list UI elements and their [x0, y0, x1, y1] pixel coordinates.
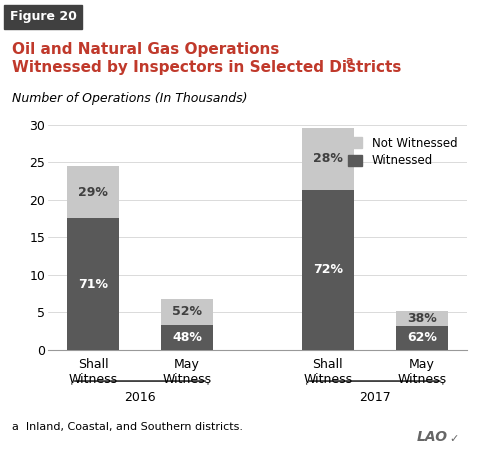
Text: Number of Operations (In Thousands): Number of Operations (In Thousands) — [12, 92, 247, 105]
Text: 72%: 72% — [312, 263, 342, 276]
Text: 62%: 62% — [406, 331, 436, 344]
Text: a  Inland, Coastal, and Southern districts.: a Inland, Coastal, and Southern district… — [12, 422, 242, 432]
Text: 28%: 28% — [312, 153, 342, 165]
Text: ✓: ✓ — [449, 434, 458, 444]
Text: LAO: LAO — [416, 430, 446, 444]
Text: 52%: 52% — [171, 305, 202, 318]
Text: Oil and Natural Gas Operations
Witnessed by Inspectors in Selected Districts: Oil and Natural Gas Operations Witnessed… — [12, 42, 401, 75]
Text: 48%: 48% — [171, 331, 202, 344]
Bar — [67, 218, 119, 350]
Bar — [161, 325, 212, 350]
Text: 38%: 38% — [406, 311, 436, 325]
Bar — [161, 299, 212, 325]
Text: 71%: 71% — [78, 277, 108, 291]
Text: a: a — [345, 56, 352, 66]
Bar — [301, 190, 353, 350]
Bar — [67, 166, 119, 218]
Text: 2016: 2016 — [124, 391, 156, 404]
Bar — [301, 128, 353, 190]
Text: Figure 20: Figure 20 — [10, 10, 76, 24]
Bar — [395, 311, 446, 326]
Bar — [395, 326, 446, 350]
Text: 2017: 2017 — [358, 391, 390, 404]
Text: 29%: 29% — [78, 186, 108, 199]
Legend: Not Witnessed, Witnessed: Not Witnessed, Witnessed — [344, 133, 460, 171]
